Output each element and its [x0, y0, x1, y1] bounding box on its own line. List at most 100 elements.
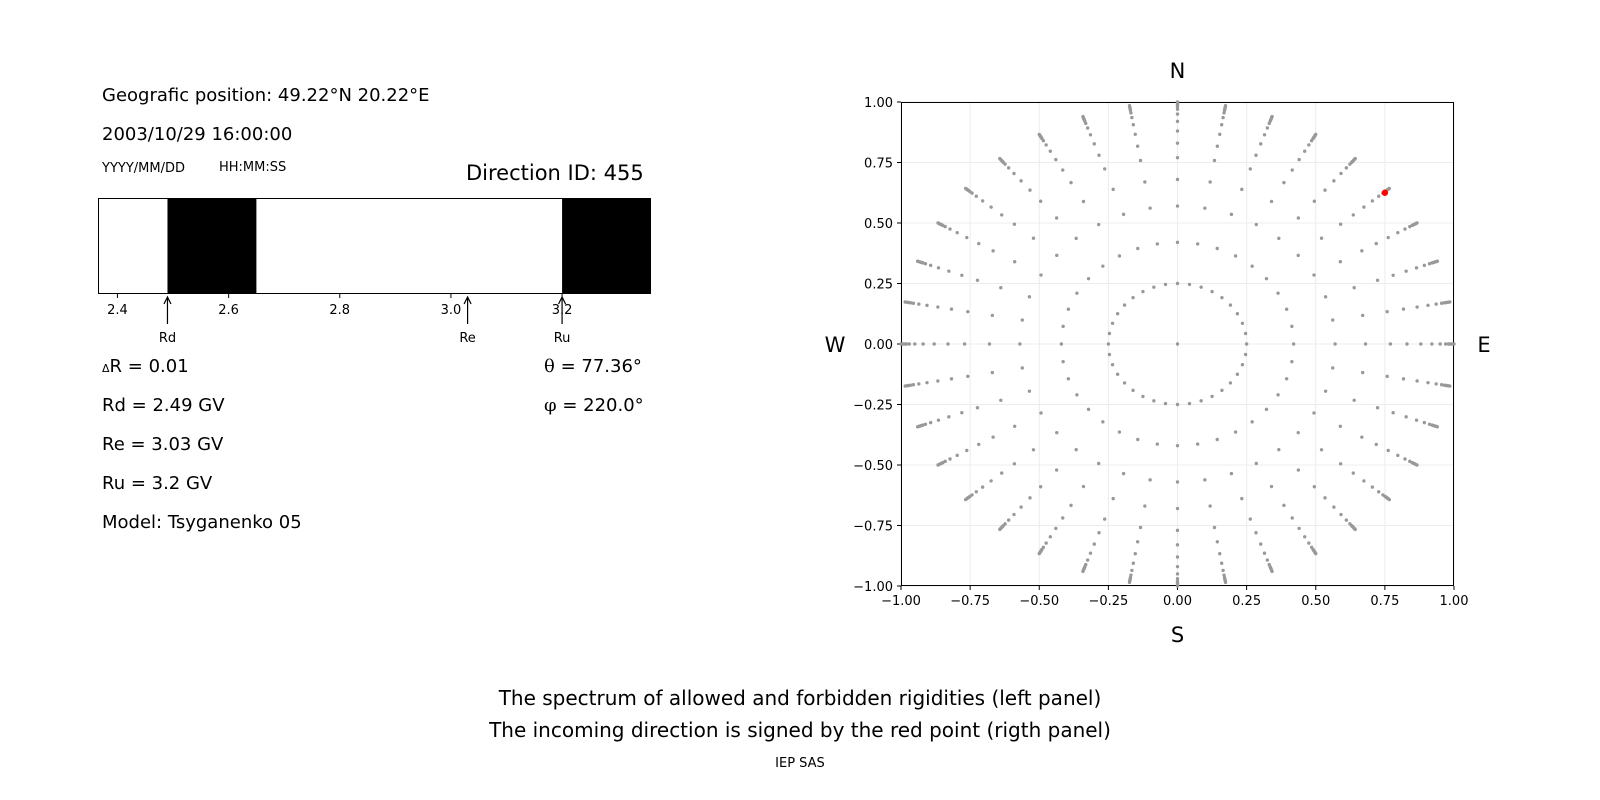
grid-point — [1115, 312, 1120, 316]
grid-point — [1048, 149, 1053, 153]
grid-point — [1135, 540, 1140, 544]
x-tick-label-3: −0.25 — [1088, 594, 1128, 609]
x-tick-label-4: 0.00 — [1163, 594, 1192, 609]
grid-point — [1414, 418, 1419, 422]
grid-point — [915, 425, 920, 429]
grid-point — [1175, 119, 1180, 124]
grid-point — [1135, 144, 1140, 148]
grid-point — [936, 266, 941, 270]
grid-point — [1404, 269, 1408, 273]
grid-point — [1012, 222, 1017, 226]
grid-point — [1244, 342, 1249, 346]
grid-point — [1284, 307, 1289, 311]
grid-point — [960, 410, 964, 415]
grid-point — [999, 471, 1004, 475]
grid-point — [1066, 377, 1071, 381]
grid-point — [1387, 497, 1392, 502]
grid-point — [1203, 206, 1207, 210]
grid-point — [1262, 133, 1267, 137]
grid-point — [1133, 132, 1137, 136]
grid-point — [1374, 442, 1378, 447]
grid-point — [1006, 166, 1011, 170]
grid-point — [1360, 249, 1364, 253]
grid-point — [1235, 312, 1240, 316]
grid-point — [1391, 410, 1395, 415]
grid-point — [1037, 551, 1041, 556]
grid-point — [977, 442, 981, 447]
grid-point — [1282, 503, 1286, 508]
grid-point — [1374, 241, 1378, 246]
x-tick-label-0: −1.00 — [881, 594, 921, 609]
grid-point — [1081, 484, 1086, 489]
grid-point — [1377, 194, 1381, 198]
grid-point — [1152, 285, 1156, 289]
grid-point — [1277, 236, 1281, 241]
grid-point — [1426, 380, 1430, 385]
grid-point — [1377, 490, 1381, 494]
grid-point — [1276, 291, 1280, 295]
grid-point — [1422, 263, 1427, 268]
grid-point — [1133, 552, 1137, 556]
x-tick-label-7: 0.75 — [1370, 594, 1399, 609]
phi-value: φ = 220.0° — [544, 395, 644, 416]
y-tick-label-4: 0.00 — [864, 338, 893, 353]
grid-point — [1276, 393, 1280, 397]
grid-point — [1012, 512, 1016, 517]
x-tick-label-5: 0.25 — [1232, 594, 1261, 609]
grid-point — [1386, 448, 1390, 453]
grid-point — [1075, 393, 1079, 397]
grid-point — [1012, 462, 1017, 466]
grid-point — [975, 406, 980, 410]
grid-point — [1370, 199, 1375, 203]
grid-point — [1215, 246, 1219, 251]
grid-point — [963, 186, 968, 191]
grid-point — [1243, 331, 1248, 336]
y-tick-label-2: 0.50 — [864, 217, 893, 232]
x-tick-label-8: 1.00 — [1440, 594, 1469, 609]
grid-point — [1175, 577, 1180, 581]
grid-point — [1259, 542, 1263, 546]
grid-point — [925, 380, 929, 385]
grid-point — [1388, 342, 1393, 346]
grid-point — [1069, 503, 1073, 508]
grid-point — [1307, 541, 1311, 545]
grid-point — [1370, 485, 1375, 489]
grid-point — [965, 448, 969, 453]
grid-point — [1074, 236, 1078, 241]
grid-point — [960, 273, 964, 278]
grid-point — [1175, 177, 1180, 182]
grid-point — [1290, 324, 1294, 329]
grid-point — [1055, 430, 1059, 435]
grid-point — [1434, 302, 1438, 306]
grid-point — [1175, 584, 1180, 588]
grid-point — [1175, 204, 1180, 208]
grid-point — [977, 241, 981, 246]
grid-point — [1175, 100, 1180, 104]
grid-point — [1175, 564, 1180, 569]
grid-point — [1219, 123, 1224, 127]
y-tick-label-7: −0.75 — [853, 520, 893, 535]
grid-point — [1027, 295, 1032, 299]
grid-point — [1039, 273, 1043, 277]
y-tick-label-8: −1.00 — [853, 580, 893, 595]
grid-point — [1143, 180, 1147, 184]
grid-point — [1375, 278, 1380, 282]
forbidden-band-1 — [562, 198, 651, 294]
grid-point — [1254, 222, 1259, 227]
grid-point — [948, 457, 952, 461]
grid-point — [1066, 307, 1071, 311]
grid-point — [1131, 123, 1136, 127]
grid-point — [1296, 468, 1301, 472]
grid-point — [1121, 212, 1126, 217]
grid-point — [947, 269, 951, 273]
grid-point — [907, 342, 911, 346]
grid-point — [946, 342, 950, 346]
grid-point — [1097, 153, 1101, 157]
grid-point — [1031, 448, 1036, 452]
grid-point — [1403, 457, 1407, 461]
grid-point — [1243, 352, 1248, 357]
grid-point — [911, 301, 916, 305]
grid-point — [1332, 179, 1336, 183]
grid-point — [1434, 382, 1438, 386]
